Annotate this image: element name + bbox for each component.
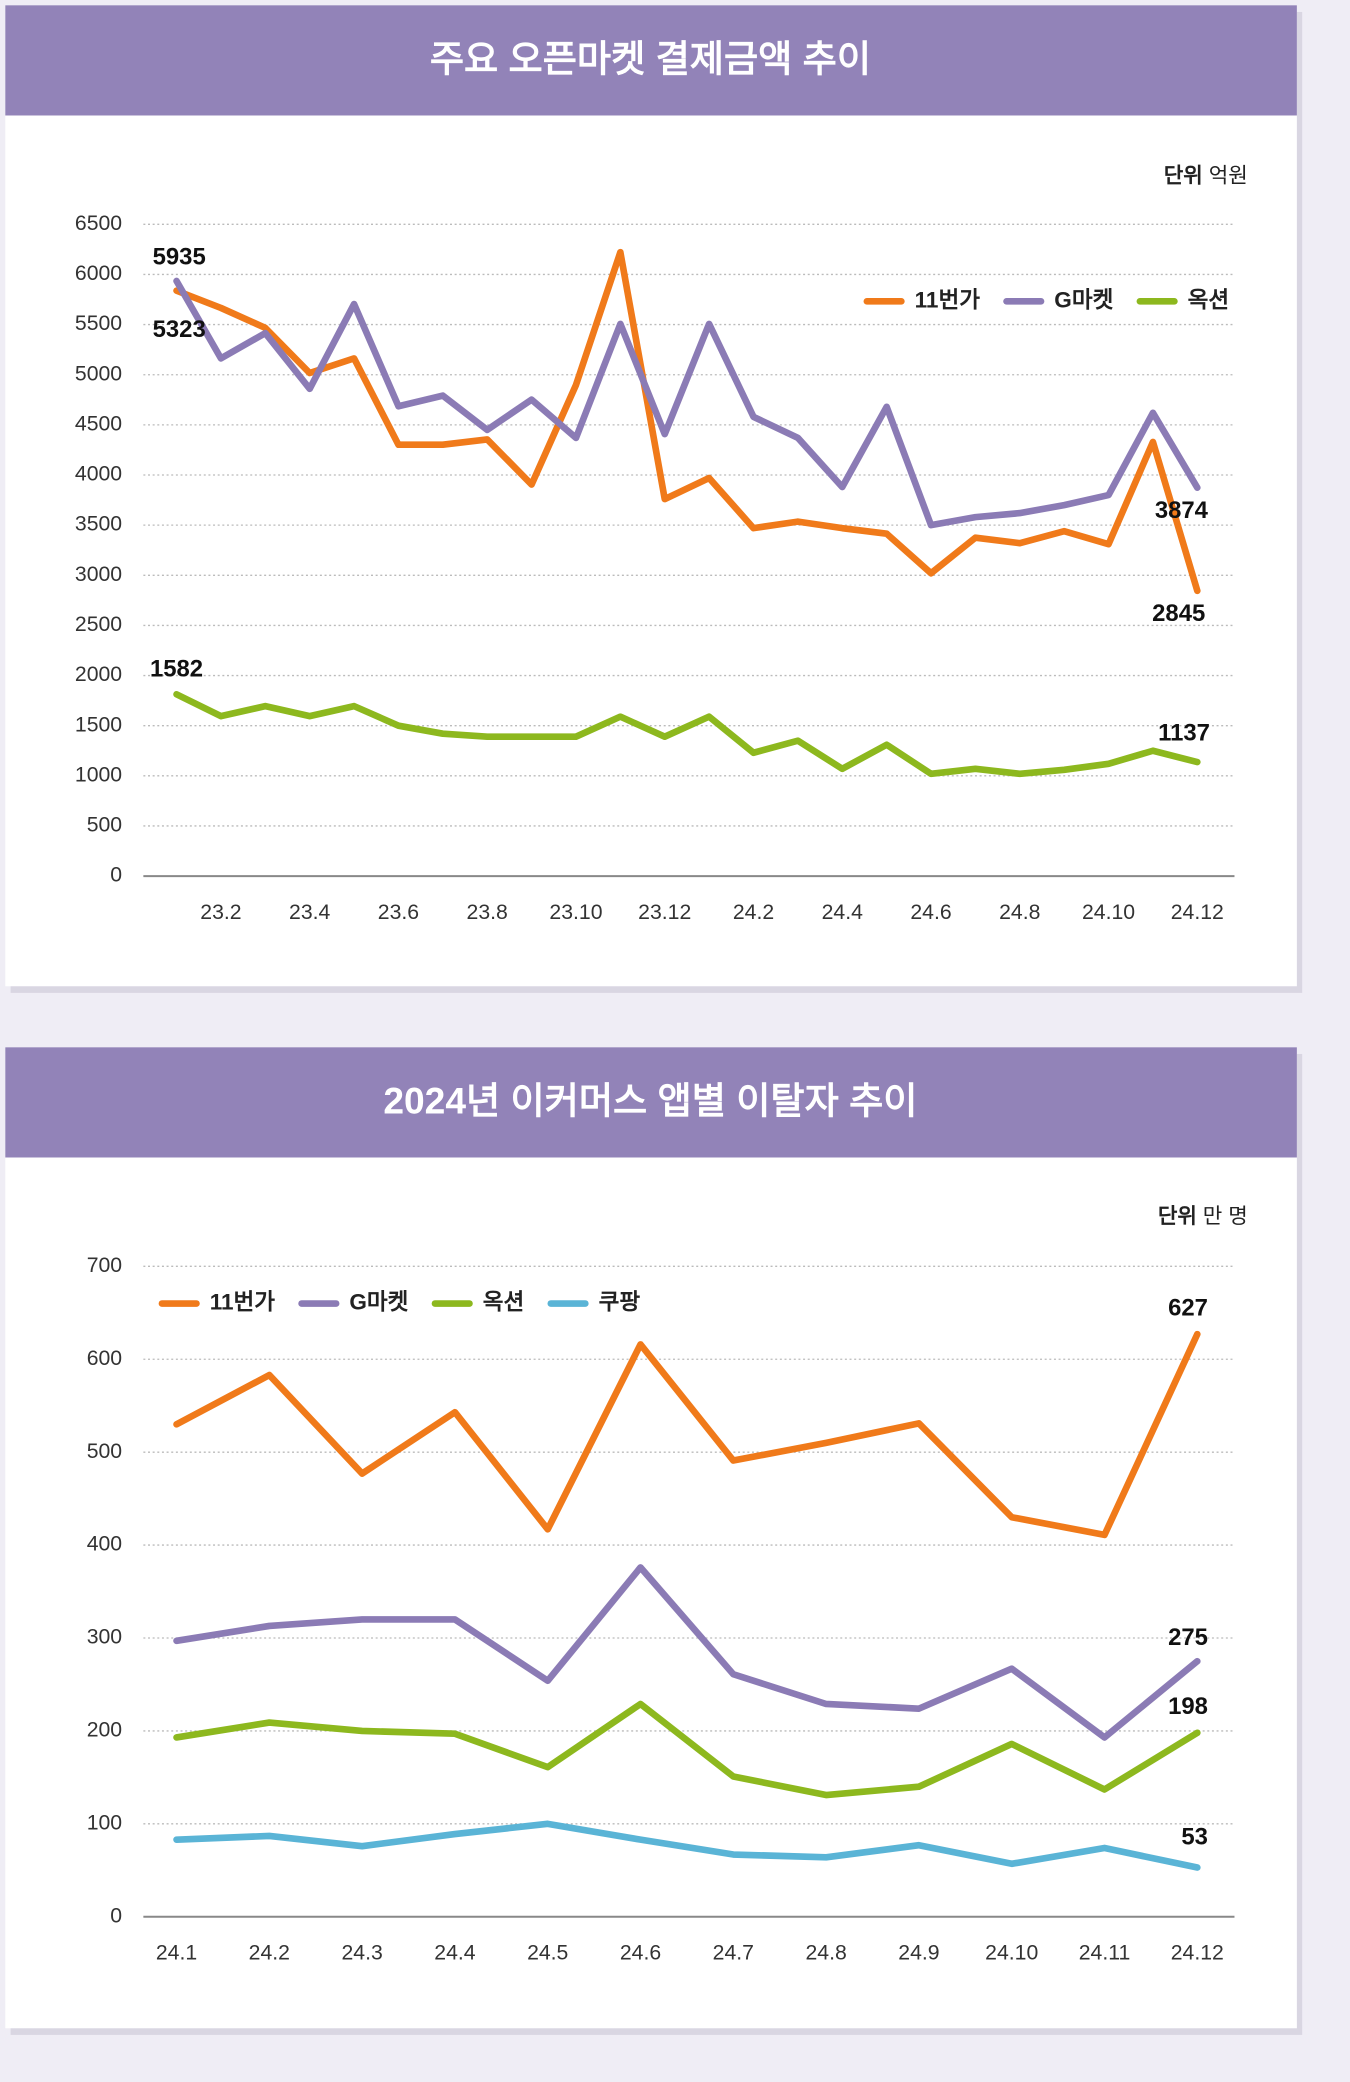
chart-title: 주요 오픈마켓 결제금액 추이 <box>430 38 871 80</box>
legend-label: G마켓 <box>349 1289 408 1314</box>
legend-label: 옥션 <box>1188 287 1230 312</box>
x-tick-label: 24.8 <box>805 1942 846 1965</box>
title-bar <box>5 5 1297 116</box>
unit-label: 단위 <box>1164 163 1203 187</box>
legend: 11번가 G마켓 옥션 쿠팡 <box>158 1289 641 1314</box>
x-tick-label: 24.1 <box>156 1942 197 1965</box>
x-tick-label: 24.10 <box>1082 901 1135 924</box>
y-tick-label: 3500 <box>75 513 122 536</box>
series-line <box>173 277 1201 529</box>
y-tick-label: 6000 <box>75 262 122 285</box>
series-line <box>173 1564 1201 1741</box>
y-tick-label: 200 <box>87 1719 122 1742</box>
y-tick-label: 0 <box>110 1904 122 1927</box>
x-tick-label: 24.7 <box>713 1942 754 1965</box>
x-tick-label: 24.6 <box>910 901 951 924</box>
card <box>5 5 1297 987</box>
y-tick-label: 5500 <box>75 312 122 335</box>
value-label: 5935 <box>153 244 206 271</box>
card <box>5 1047 1297 2029</box>
unit-text: 단위 억원 <box>1164 163 1248 187</box>
y-tick-label: 3000 <box>75 563 122 586</box>
legend-label: 11번가 <box>210 1289 276 1314</box>
y-tick-label: 300 <box>87 1626 122 1649</box>
y-tick-label: 700 <box>87 1254 122 1277</box>
y-tick-label: 400 <box>87 1533 122 1556</box>
x-tick-label: 24.6 <box>620 1942 661 1965</box>
y-tick-label: 2000 <box>75 663 122 686</box>
unit-text: 단위 만 명 <box>1158 1204 1248 1228</box>
y-tick-label: 5000 <box>75 362 122 385</box>
annotation: 5323 <box>153 316 206 343</box>
x-tick-label: 23.6 <box>378 901 419 924</box>
x-tick-label: 24.10 <box>985 1942 1038 1965</box>
y-tick-label: 1500 <box>75 713 122 736</box>
x-tick-label: 24.2 <box>249 1942 290 1965</box>
y-tick-label: 1000 <box>75 763 122 786</box>
x-tick-label: 24.5 <box>527 1942 568 1965</box>
value-label: 53 <box>1181 1824 1208 1851</box>
series-line <box>173 1820 1201 1871</box>
x-tick-label: 23.2 <box>200 901 241 924</box>
title-bar <box>5 1047 1297 1158</box>
value-label: 627 <box>1168 1294 1208 1321</box>
legend-label: G마켓 <box>1054 287 1113 312</box>
value-label: 198 <box>1168 1693 1208 1720</box>
y-tick-label: 600 <box>87 1347 122 1370</box>
value-label: 2845 <box>1152 600 1205 627</box>
legend-label: 쿠팡 <box>599 1289 641 1314</box>
x-tick-label: 23.12 <box>638 901 691 924</box>
unit-value: 만 명 <box>1203 1204 1248 1228</box>
x-tick-label: 23.10 <box>549 901 602 924</box>
x-tick-label: 24.8 <box>999 901 1040 924</box>
unit-label: 단위 <box>1158 1204 1197 1228</box>
x-tick-label: 24.2 <box>733 901 774 924</box>
series-line <box>173 248 1201 595</box>
x-tick-label: 24.12 <box>1171 1942 1224 1965</box>
x-tick-label: 23.8 <box>467 901 508 924</box>
x-tick-label: 23.4 <box>289 901 330 924</box>
chart-title: 2024년 이커머스 앱별 이탈자 추이 <box>383 1080 917 1122</box>
annotation: 1582 <box>150 656 203 683</box>
series-line <box>173 1330 1201 1539</box>
x-tick-label: 24.3 <box>341 1942 382 1965</box>
x-tick-label: 24.4 <box>822 901 863 924</box>
y-tick-label: 0 <box>110 864 122 887</box>
legend-label: 옥션 <box>483 1289 525 1314</box>
y-tick-label: 4500 <box>75 412 122 435</box>
series-line <box>173 690 1201 778</box>
x-tick-label: 24.4 <box>434 1942 475 1965</box>
value-label: 1137 <box>1158 720 1210 747</box>
y-tick-label: 2500 <box>75 613 122 636</box>
y-tick-label: 4000 <box>75 463 122 486</box>
legend: 11번가 G마켓 옥션 <box>863 287 1230 312</box>
series-line <box>173 1700 1201 1799</box>
x-tick-label: 24.9 <box>898 1942 939 1965</box>
y-tick-label: 500 <box>87 814 122 837</box>
legend-label: 11번가 <box>915 287 981 312</box>
y-tick-label: 100 <box>87 1811 122 1834</box>
unit-value: 억원 <box>1209 163 1248 187</box>
x-tick-label: 24.12 <box>1171 901 1224 924</box>
value-label: 275 <box>1168 1624 1208 1651</box>
y-tick-label: 500 <box>87 1440 122 1463</box>
value-label: 3874 <box>1155 497 1209 524</box>
y-tick-label: 6500 <box>75 212 122 235</box>
x-tick-label: 24.11 <box>1079 1942 1131 1965</box>
